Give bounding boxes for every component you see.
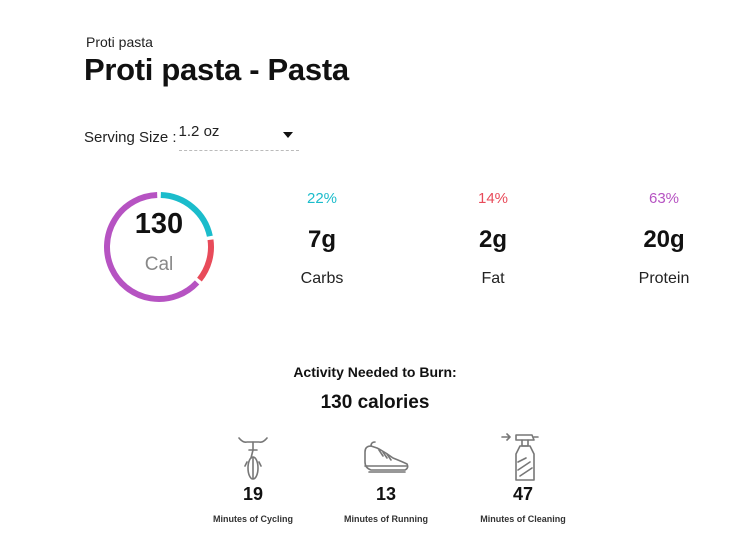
macro-fat: 14% 2g Fat: [443, 190, 543, 288]
calorie-count: 130: [134, 208, 184, 240]
page-title: Proti pasta - Pasta: [84, 52, 349, 87]
macro-protein: 63% 20g Protein: [614, 190, 714, 288]
macro-fat-percent: 14%: [477, 190, 509, 207]
ring-arc-carbs: [160, 192, 213, 237]
chevron-down-icon: [282, 132, 293, 138]
calorie-unit: Cal: [144, 254, 174, 275]
calorie-ring: 130 Cal: [102, 190, 216, 304]
cycling-minutes: 19: [242, 484, 264, 504]
activity-running: 13 Minutes of Running: [331, 432, 441, 524]
spray-bottle-icon: [468, 432, 578, 482]
cycling-label: Minutes of Cycling: [212, 514, 293, 524]
activity-cleaning: 47 Minutes of Cleaning: [468, 432, 578, 524]
serving-size-label: Serving Size :: [84, 129, 177, 146]
macro-protein-percent: 63%: [648, 190, 680, 207]
serving-size-row: Serving Size : 1.2 oz: [84, 124, 299, 151]
macro-carbs-label: Carbs: [300, 270, 344, 287]
ring-arc-protein: [104, 192, 200, 302]
macro-protein-grams: 20g: [643, 226, 685, 253]
macro-carbs-grams: 7g: [307, 226, 336, 253]
activity-section-header: Activity Needed to Burn: 130 calories: [0, 364, 750, 414]
running-label: Minutes of Running: [344, 514, 428, 524]
brand-name: Proti pasta: [86, 34, 153, 50]
serving-size-dropdown[interactable]: 1.2 oz: [178, 123, 299, 151]
serving-size-value: 1.2 oz: [178, 123, 220, 140]
cleaning-label: Minutes of Cleaning: [480, 514, 566, 524]
activity-calories: 130 calories: [320, 392, 430, 413]
running-minutes: 13: [375, 484, 397, 504]
activity-heading: Activity Needed to Burn:: [293, 364, 457, 380]
calorie-ring-chart: [104, 192, 214, 302]
macro-protein-label: Protein: [638, 270, 690, 287]
cleaning-minutes: 47: [512, 484, 534, 504]
macro-carbs: 22% 7g Carbs: [272, 190, 372, 288]
running-shoe-icon: [331, 432, 441, 482]
macro-fat-grams: 2g: [478, 226, 507, 253]
bicycle-icon: [198, 432, 308, 482]
activity-cycling: 19 Minutes of Cycling: [198, 432, 308, 524]
macro-carbs-percent: 22%: [306, 190, 338, 207]
macro-fat-label: Fat: [481, 270, 505, 287]
ring-arc-fat: [197, 239, 214, 282]
